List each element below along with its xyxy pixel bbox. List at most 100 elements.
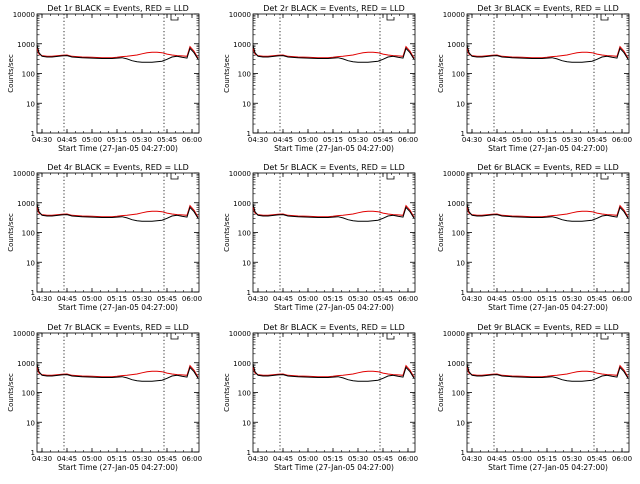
x-tick-label: 05:00 — [298, 295, 318, 303]
y-tick-label: 1 — [247, 130, 251, 138]
x-tick-label: 05:45 — [373, 136, 393, 144]
y-tick-label: 100 — [22, 230, 35, 238]
x-tick-label: 05:45 — [157, 455, 177, 463]
y-tick-label: 1 — [461, 289, 465, 297]
series-line-black — [36, 363, 199, 382]
y-tick-label: 1000 — [447, 360, 465, 368]
y-tick-label: 10000 — [229, 11, 251, 19]
y-tick-label: 10 — [26, 259, 35, 267]
y-tick-label: 100 — [452, 71, 465, 79]
y-tick-label: 10000 — [13, 330, 35, 338]
series-line-red — [466, 204, 629, 218]
series-line-red — [36, 204, 199, 218]
x-tick-label: 05:45 — [373, 295, 393, 303]
y-axis-label: Counts/sec — [7, 54, 15, 93]
x-tick-label: 05:30 — [348, 455, 368, 463]
y-tick-label: 1 — [461, 449, 465, 457]
plot-frame — [36, 172, 200, 293]
y-tick-label: 100 — [22, 390, 35, 398]
series-line-red — [36, 45, 199, 59]
x-tick-label: 05:30 — [348, 295, 368, 303]
panel-5: Det 5r BLACK = Events, RED = LLD 1 10 100 10… — [223, 163, 418, 312]
x-tick-label: 06:00 — [612, 455, 632, 463]
x-axis-label: Start Time (27-Jan-05 04:27:00) — [58, 303, 178, 312]
y-axis-label: Counts/sec — [437, 54, 445, 93]
y-tick-label: 10 — [26, 100, 35, 108]
x-tick-label: 05:30 — [132, 295, 152, 303]
y-tick-label: 1000 — [233, 41, 251, 49]
plot-frame — [252, 172, 416, 293]
y-tick-label: 1 — [31, 449, 35, 457]
x-tick-label: 04:45 — [57, 455, 77, 463]
y-tick-label: 1000 — [17, 41, 35, 49]
y-axis-label: Counts/sec — [437, 213, 445, 252]
y-tick-label: 10000 — [13, 11, 35, 19]
x-tick-label: 05:30 — [562, 136, 582, 144]
x-tick-label: 04:45 — [273, 295, 293, 303]
plot-frame — [466, 332, 630, 453]
x-tick-label: 06:00 — [182, 455, 202, 463]
series-line-black — [36, 203, 199, 222]
x-tick-label: 05:00 — [298, 455, 318, 463]
plot-frame — [252, 13, 416, 134]
x-tick-label: 06:00 — [182, 295, 202, 303]
x-tick-label: 05:15 — [107, 295, 127, 303]
panel-2: Det 2r BLACK = Events, RED = LLD 1 10 100 10… — [223, 4, 418, 153]
series-line-black — [466, 44, 629, 63]
y-tick-label: 100 — [238, 390, 251, 398]
series-line-red — [252, 204, 415, 218]
x-tick-label: 05:30 — [348, 136, 368, 144]
y-axis-label: Counts/sec — [223, 373, 231, 412]
series-line-black — [252, 44, 415, 63]
y-tick-label: 100 — [452, 230, 465, 238]
x-tick-label: 05:00 — [82, 136, 102, 144]
panel-3: Det 3r BLACK = Events, RED = LLD 1 10 100 10… — [437, 4, 632, 153]
x-tick-label: 05:30 — [132, 136, 152, 144]
x-axis-label: Start Time (27-Jan-05 04:27:00) — [488, 463, 608, 472]
x-tick-label: 05:45 — [157, 295, 177, 303]
panel-title: Det 7r BLACK = Events, RED = LLD — [47, 323, 189, 332]
panel-title: Det 5r BLACK = Events, RED = LLD — [263, 163, 405, 172]
panel-7: Det 7r BLACK = Events, RED = LLD 1 10 100 10… — [7, 323, 202, 472]
x-axis-label: Start Time (27-Jan-05 04:27:00) — [58, 144, 178, 153]
y-axis-label: Counts/sec — [223, 54, 231, 93]
series-line-black — [466, 363, 629, 382]
y-tick-label: 1000 — [17, 200, 35, 208]
panel-title: Det 8r BLACK = Events, RED = LLD — [263, 323, 405, 332]
y-tick-label: 1000 — [17, 360, 35, 368]
x-tick-label: 04:45 — [487, 295, 507, 303]
x-tick-label: 05:45 — [587, 455, 607, 463]
panel-title: Det 9r BLACK = Events, RED = LLD — [477, 323, 619, 332]
top-box-marker — [600, 333, 609, 340]
x-tick-label: 05:15 — [537, 455, 557, 463]
x-tick-label: 06:00 — [398, 295, 418, 303]
y-axis-label: Counts/sec — [437, 373, 445, 412]
top-box-marker — [600, 173, 609, 180]
y-tick-label: 10000 — [229, 330, 251, 338]
y-tick-label: 1000 — [447, 41, 465, 49]
top-box-marker — [600, 14, 609, 21]
series-line-black — [36, 44, 199, 63]
y-tick-label: 10 — [456, 100, 465, 108]
top-box-marker — [386, 333, 395, 340]
x-tick-label: 05:30 — [562, 295, 582, 303]
plot-frame — [36, 13, 200, 134]
y-tick-label: 1 — [247, 449, 251, 457]
panel-title: Det 6r BLACK = Events, RED = LLD — [477, 163, 619, 172]
y-tick-label: 10000 — [229, 170, 251, 178]
x-tick-label: 04:45 — [273, 455, 293, 463]
plot-frame — [252, 332, 416, 453]
x-tick-label: 05:15 — [107, 455, 127, 463]
series-line-red — [252, 364, 415, 378]
x-tick-label: 05:15 — [323, 455, 343, 463]
x-tick-label: 05:15 — [537, 136, 557, 144]
x-tick-label: 05:45 — [157, 136, 177, 144]
y-tick-label: 1 — [461, 130, 465, 138]
plot-frame — [36, 332, 200, 453]
y-tick-label: 1000 — [233, 200, 251, 208]
x-axis-label: Start Time (27-Jan-05 04:27:00) — [488, 144, 608, 153]
x-tick-label: 04:45 — [57, 136, 77, 144]
x-tick-label: 05:15 — [107, 136, 127, 144]
x-tick-label: 05:15 — [537, 295, 557, 303]
x-tick-label: 04:45 — [487, 136, 507, 144]
